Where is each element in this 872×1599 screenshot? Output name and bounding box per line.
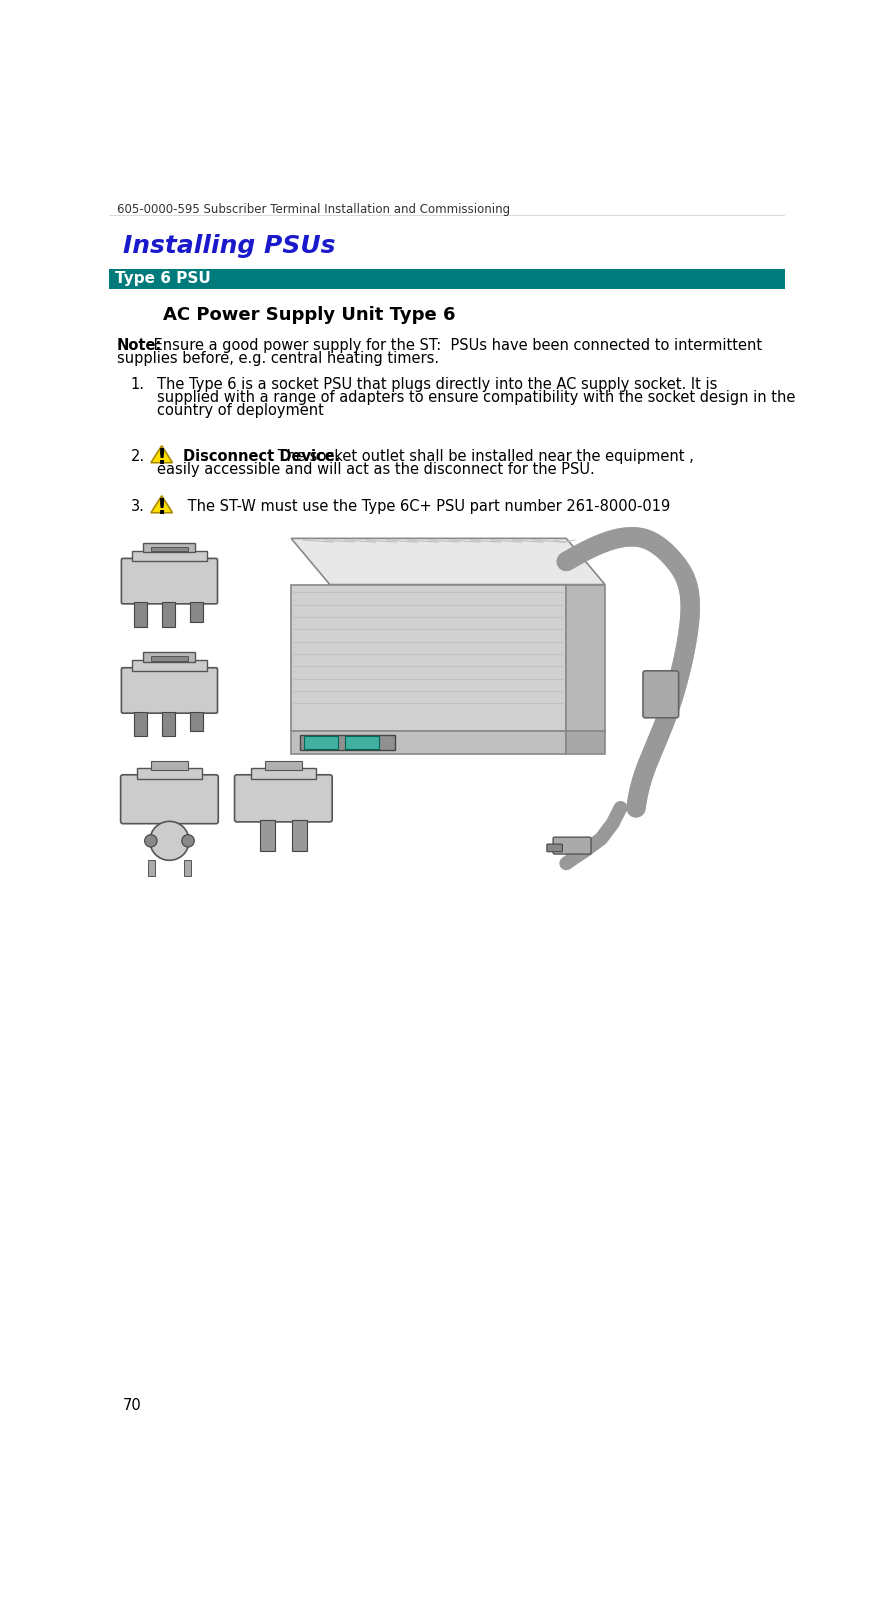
FancyBboxPatch shape [553, 838, 591, 854]
FancyBboxPatch shape [137, 768, 202, 779]
Text: The Type 6 is a socket PSU that plugs directly into the AC supply socket. It is: The Type 6 is a socket PSU that plugs di… [157, 377, 718, 392]
FancyBboxPatch shape [134, 712, 147, 736]
Text: easily accessible and will act as the disconnect for the PSU.: easily accessible and will act as the di… [157, 462, 595, 477]
Text: 3.: 3. [131, 499, 145, 515]
Circle shape [145, 835, 157, 847]
FancyBboxPatch shape [143, 652, 194, 662]
FancyBboxPatch shape [235, 776, 332, 822]
FancyBboxPatch shape [303, 736, 337, 748]
Text: supplied with a range of adapters to ensure compatibility with the socket design: supplied with a range of adapters to ens… [157, 390, 795, 405]
Text: Ensure a good power supply for the ST:  PSUs have been connected to intermittent: Ensure a good power supply for the ST: P… [149, 337, 762, 353]
Polygon shape [566, 731, 605, 755]
Polygon shape [291, 539, 605, 585]
FancyBboxPatch shape [291, 731, 566, 755]
Polygon shape [151, 446, 173, 462]
FancyBboxPatch shape [184, 860, 191, 876]
Polygon shape [291, 585, 566, 731]
FancyBboxPatch shape [292, 820, 307, 851]
Circle shape [150, 822, 189, 860]
FancyBboxPatch shape [143, 544, 194, 552]
FancyBboxPatch shape [251, 768, 316, 779]
FancyBboxPatch shape [344, 736, 378, 748]
FancyBboxPatch shape [148, 860, 154, 876]
Text: !: ! [157, 499, 167, 518]
FancyBboxPatch shape [190, 603, 203, 622]
Text: 2.: 2. [131, 449, 145, 464]
FancyBboxPatch shape [120, 776, 218, 823]
Polygon shape [566, 585, 605, 731]
Text: Installing PSUs: Installing PSUs [123, 233, 336, 257]
Circle shape [181, 835, 194, 847]
FancyBboxPatch shape [265, 761, 302, 771]
Text: 70: 70 [123, 1399, 141, 1414]
FancyBboxPatch shape [121, 558, 217, 604]
Text: AC Power Supply Unit Type 6: AC Power Supply Unit Type 6 [163, 305, 456, 325]
FancyBboxPatch shape [190, 712, 203, 731]
FancyBboxPatch shape [547, 844, 562, 852]
Polygon shape [151, 496, 173, 513]
Text: Disconnect Device.: Disconnect Device. [183, 449, 341, 464]
FancyBboxPatch shape [134, 603, 147, 627]
FancyBboxPatch shape [151, 656, 188, 660]
Text: The ST-W must use the Type 6C+ PSU part number 261-8000-019: The ST-W must use the Type 6C+ PSU part … [183, 499, 671, 515]
FancyBboxPatch shape [133, 660, 207, 672]
FancyBboxPatch shape [109, 269, 785, 289]
Text: Note:: Note: [117, 337, 162, 353]
FancyBboxPatch shape [151, 547, 188, 552]
FancyBboxPatch shape [151, 761, 188, 771]
Text: The socket outlet shall be installed near the equipment ,: The socket outlet shall be installed nea… [274, 449, 694, 464]
FancyBboxPatch shape [133, 550, 207, 561]
Text: supplies before, e.g. central heating timers.: supplies before, e.g. central heating ti… [117, 352, 439, 366]
FancyBboxPatch shape [162, 603, 175, 627]
FancyBboxPatch shape [121, 668, 217, 713]
FancyBboxPatch shape [162, 712, 175, 736]
Text: Type 6 PSU: Type 6 PSU [115, 272, 211, 286]
FancyBboxPatch shape [643, 672, 678, 718]
Text: 605-0000-595 Subscriber Terminal Installation and Commissioning: 605-0000-595 Subscriber Terminal Install… [117, 203, 510, 216]
Text: 1.: 1. [131, 377, 145, 392]
Text: country of deployment: country of deployment [157, 403, 324, 417]
FancyBboxPatch shape [260, 820, 275, 851]
FancyBboxPatch shape [301, 734, 395, 750]
Text: !: ! [157, 448, 167, 469]
